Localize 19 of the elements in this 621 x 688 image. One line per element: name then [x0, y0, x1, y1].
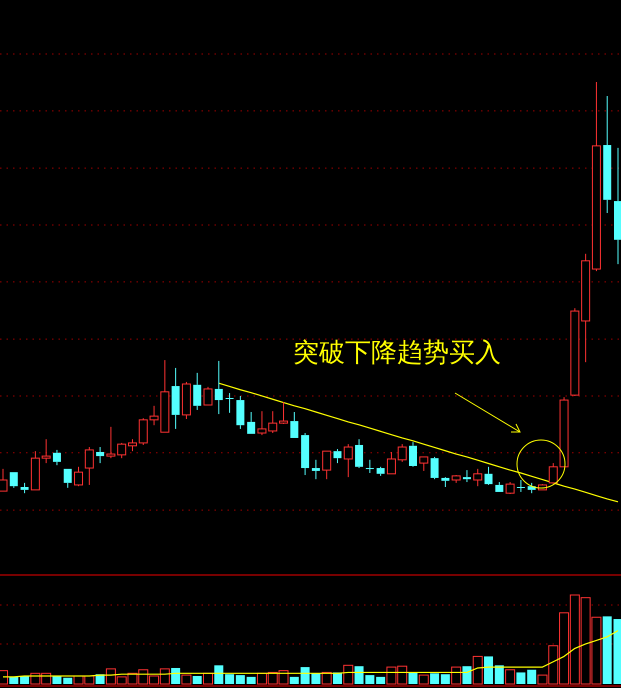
bar [484, 656, 494, 684]
bar [192, 676, 202, 684]
bar [430, 673, 440, 684]
bar [311, 673, 320, 684]
bar [181, 674, 192, 684]
bar [343, 664, 354, 684]
bar [472, 656, 483, 684]
bar [203, 672, 213, 684]
bar [408, 672, 418, 684]
bar [418, 674, 429, 684]
bar [494, 665, 504, 684]
bar [171, 668, 180, 684]
bar [602, 616, 612, 684]
annotation: 突破下降趋势买入 [293, 338, 501, 368]
bar [354, 666, 364, 684]
bar [505, 669, 516, 684]
bar [440, 674, 450, 684]
bar [462, 666, 472, 684]
bar [451, 666, 462, 684]
